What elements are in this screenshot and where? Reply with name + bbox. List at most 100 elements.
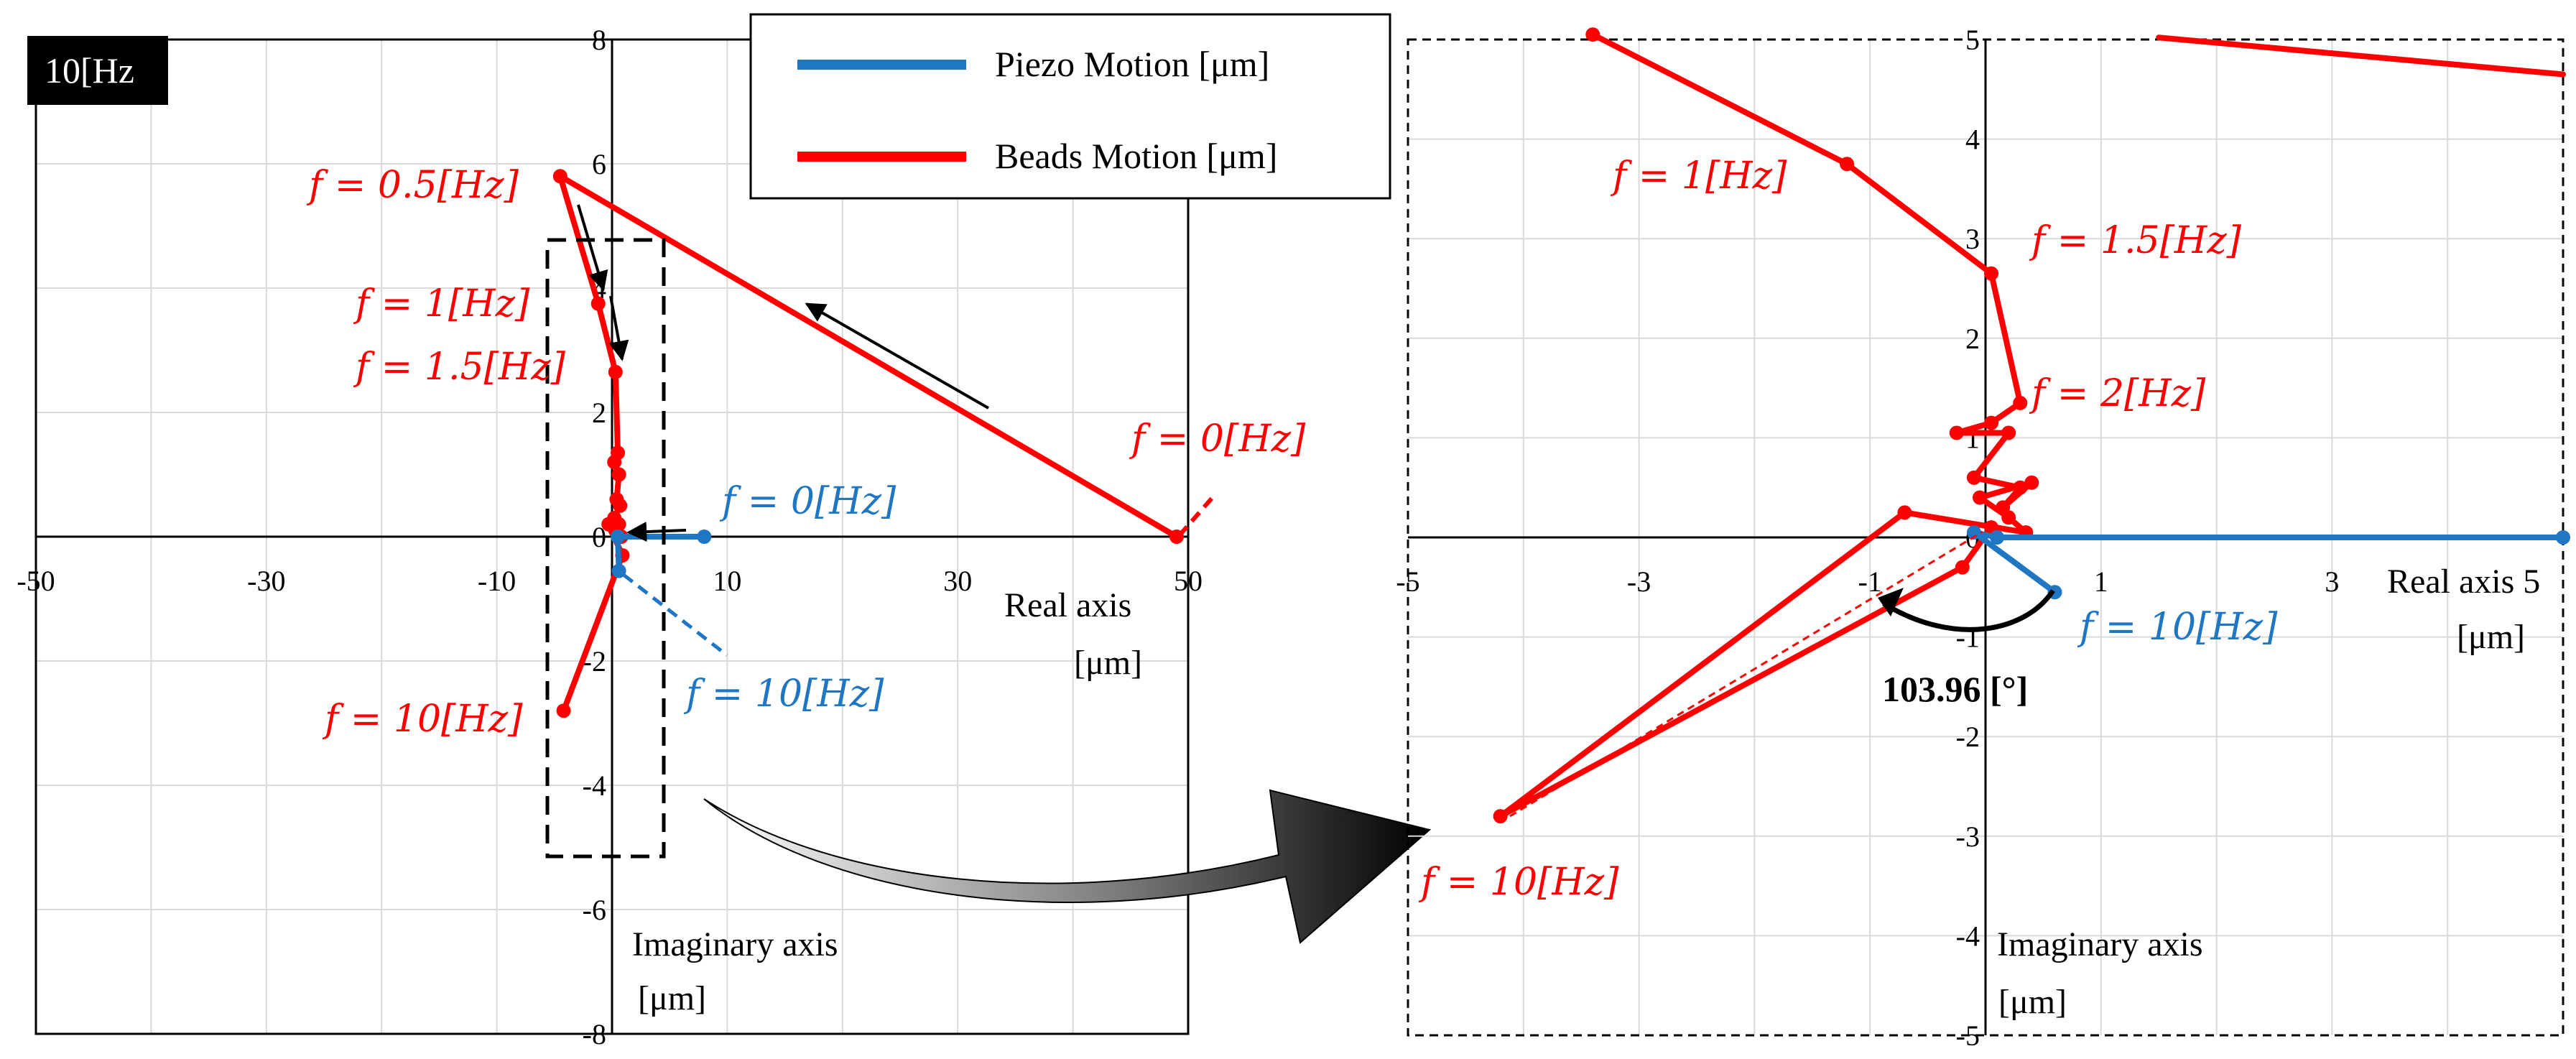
data-point <box>611 530 626 544</box>
zoom-tick-labels: -5-3-113-5-4-3-2-1012345 <box>1396 24 2339 1052</box>
data-point <box>590 296 606 311</box>
x-tick-label: -1 <box>1858 565 1882 598</box>
y-tick-label: -8 <box>583 1018 606 1050</box>
data-point <box>608 364 623 379</box>
zoom-annot-beads-f10: f = 10[Hz] <box>1418 861 1619 904</box>
data-point <box>2013 395 2028 410</box>
overview-xlabel-1: Real axis <box>1004 586 1131 624</box>
data-point <box>2556 530 2570 545</box>
data-point <box>611 563 626 578</box>
data-point <box>1585 27 1600 42</box>
series-line <box>2156 34 2566 78</box>
data-point <box>1949 425 1964 440</box>
direction-arrow-down-2 <box>608 295 629 361</box>
y-tick-label: 8 <box>592 24 606 56</box>
data-point <box>611 467 626 482</box>
zoom-ylabel-1: Imaginary axis <box>1997 925 2203 963</box>
phase-angle-label: 103.96 [°] <box>1882 669 2028 709</box>
zoom-annot-beads-f1: f = 1[Hz] <box>1610 154 1787 198</box>
zoom-ylabel-2: [μm] <box>1998 983 2067 1021</box>
data-point <box>1966 525 1981 540</box>
data-point <box>1955 560 1970 575</box>
y-tick-label: 2 <box>592 397 606 429</box>
data-point <box>2024 475 2039 490</box>
x-tick-label: -5 <box>1396 565 1419 598</box>
frequency-badge-text: 10[Hz <box>45 50 134 91</box>
x-tick-label: 3 <box>2325 565 2339 598</box>
phase-angle-arrowhead <box>1878 588 1904 616</box>
y-tick-label: -3 <box>1956 820 1980 853</box>
zoom-transition-arrow <box>703 789 1432 944</box>
x-tick-label: 30 <box>943 565 972 597</box>
data-point <box>1897 505 1912 520</box>
x-tick-label: 1 <box>2094 565 2108 598</box>
zoom-series <box>1493 27 2570 824</box>
zoom-region-box <box>545 238 666 859</box>
y-tick-label: 3 <box>1965 223 1980 255</box>
y-tick-label: 4 <box>1965 124 1980 156</box>
y-tick-label: 2 <box>1965 323 1980 355</box>
zoom-xlabel-2: [μm] <box>2457 618 2525 656</box>
series-line <box>1970 530 2566 596</box>
y-tick-label: 5 <box>1965 24 1980 56</box>
direction-arrow-left <box>626 522 687 542</box>
direction-arrow-down-1 <box>577 204 608 292</box>
annot-beads-f15: f = 1.5[Hz] <box>353 346 566 389</box>
y-tick-label: -2 <box>1956 721 1980 753</box>
annot-piezo-f10: f = 10[Hz] <box>683 672 884 716</box>
zoom-annot-beads-f2: f = 2[Hz] <box>2029 372 2206 415</box>
beads-f0-leader <box>1177 494 1216 537</box>
annot-piezo-f0: f = 0[Hz] <box>719 480 896 523</box>
annot-beads-f0: f = 0[Hz] <box>1129 417 1306 461</box>
x-tick-label: -50 <box>17 565 55 597</box>
data-point <box>1990 530 2005 545</box>
y-tick-label: -4 <box>1956 920 1980 952</box>
series-line <box>557 173 1180 714</box>
piezo-f10-leader <box>622 573 728 657</box>
overview-ylabel-2: [μm] <box>638 979 706 1017</box>
series-line <box>1497 32 2035 820</box>
data-point <box>1966 470 1981 485</box>
data-point <box>1984 415 1999 430</box>
data-point <box>2001 510 2016 525</box>
x-tick-label: 10 <box>713 565 741 597</box>
overview-series <box>552 169 1184 718</box>
annot-beads-f05: f = 0.5[Hz] <box>306 164 519 207</box>
legend: Piezo Motion [μm] Beads Motion [μm] <box>749 13 1391 200</box>
legend-piezo-label: Piezo Motion [μm] <box>995 44 1269 84</box>
data-point <box>1972 490 1987 505</box>
x-tick-label: 50 <box>1174 565 1203 597</box>
data-point <box>1840 157 1855 172</box>
data-point <box>556 703 571 718</box>
annot-beads-f10: f = 10[Hz] <box>322 698 523 741</box>
y-tick-label: -6 <box>583 894 606 926</box>
phase-angle-arc <box>1882 589 2055 632</box>
data-point <box>2013 480 2028 495</box>
series-line <box>615 534 708 574</box>
annot-beads-f1: f = 1[Hz] <box>353 282 530 325</box>
overview-ylabel-1: Imaginary axis <box>632 925 838 963</box>
zoom-chart: -5-3-113-5-4-3-2-1012345 103.96 [°] Real… <box>1396 24 2570 1052</box>
data-point <box>1984 266 1999 281</box>
zoom-annot-piezo-f10: f = 10[Hz] <box>2077 606 2278 649</box>
y-tick-label: -5 <box>1956 1019 1980 1052</box>
x-tick-label: -30 <box>247 565 285 597</box>
data-point <box>601 517 616 532</box>
y-tick-label: 0 <box>592 521 606 553</box>
legend-beads-label: Beads Motion [μm] <box>995 136 1277 176</box>
x-tick-label: -10 <box>478 565 516 597</box>
direction-arrow-long <box>805 302 989 410</box>
data-point <box>552 169 567 184</box>
x-tick-label: -3 <box>1627 565 1651 598</box>
data-point <box>1493 809 1508 824</box>
y-tick-label: 6 <box>592 148 606 180</box>
zoom-xlabel-1: Real axis 5 <box>2387 563 2540 601</box>
frequency-badge: 10[Hz <box>27 36 168 105</box>
data-point <box>607 455 622 470</box>
data-point <box>613 498 628 513</box>
overview-xlabel-2: [μm] <box>1074 644 1142 682</box>
zoom-phase-reference-line <box>1509 530 1983 818</box>
y-tick-label: -1 <box>1956 621 1980 654</box>
